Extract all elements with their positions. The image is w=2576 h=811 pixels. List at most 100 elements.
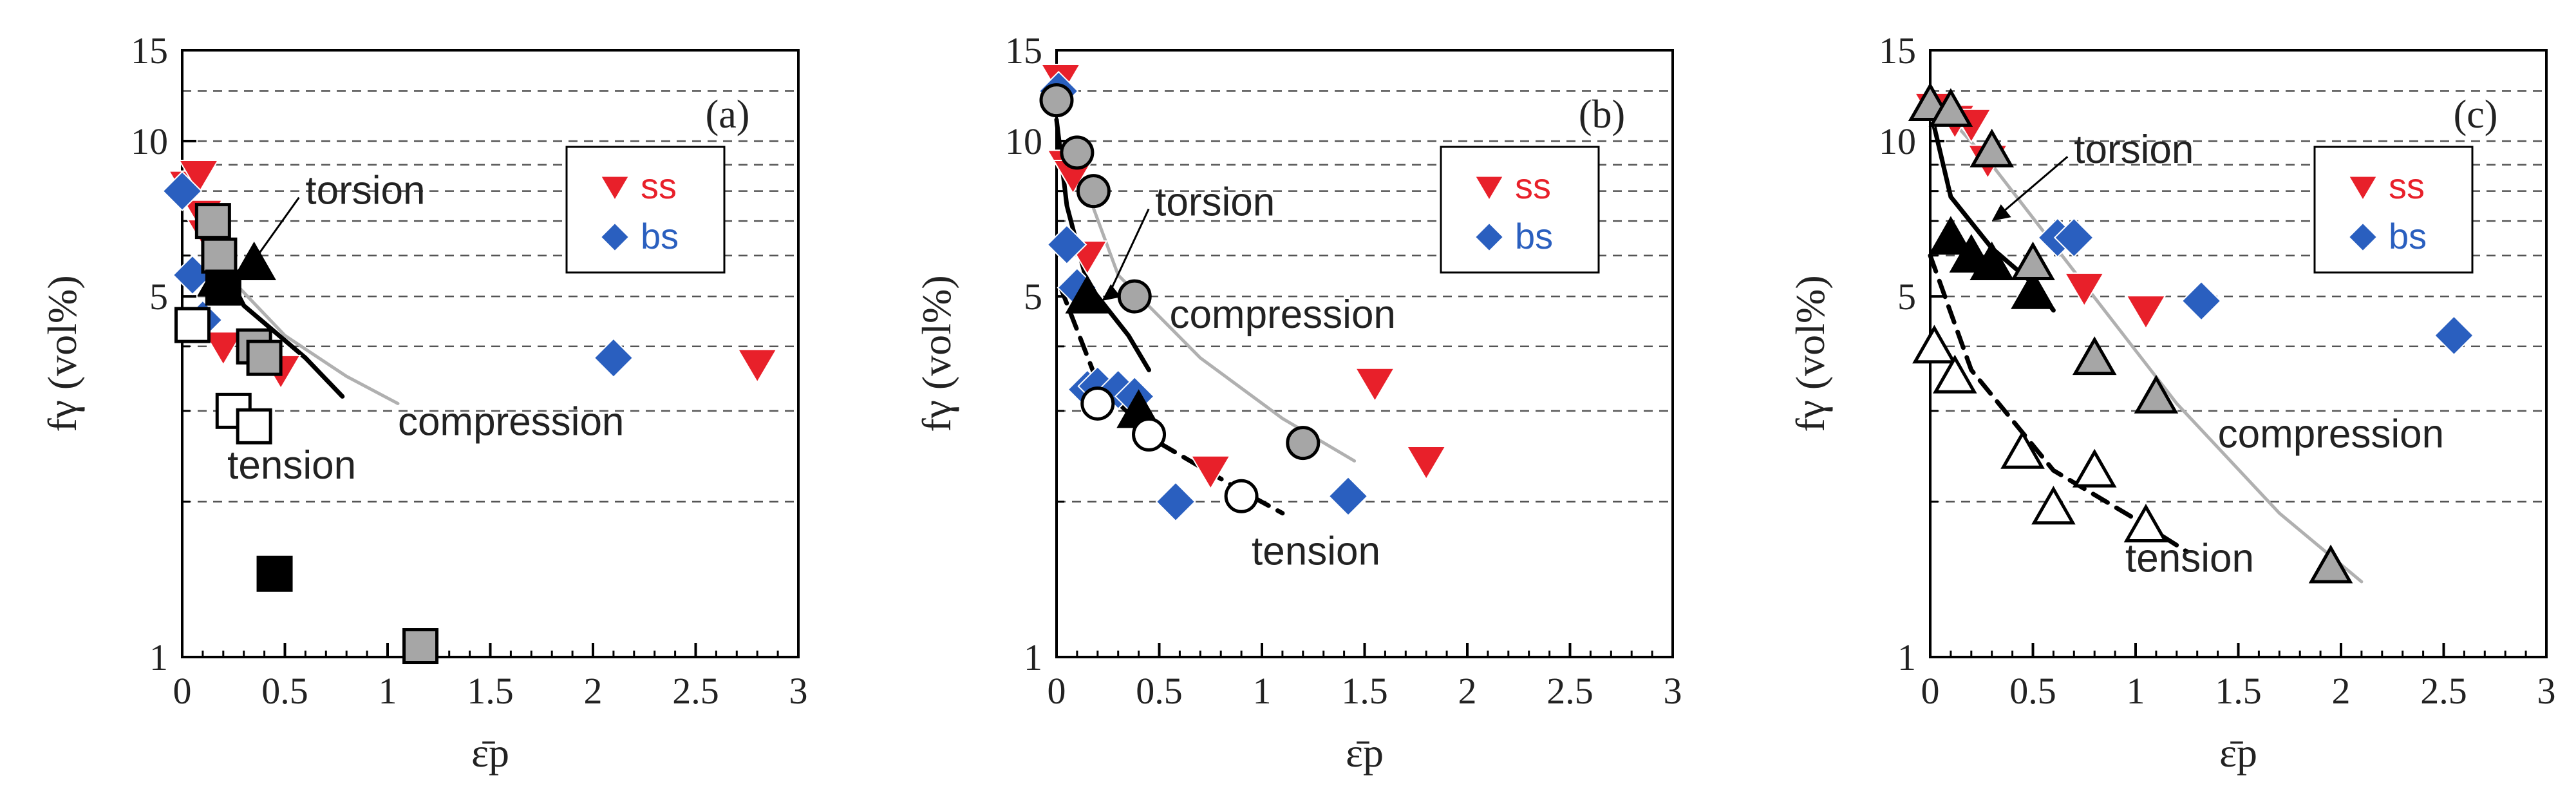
series-compression: [1908, 82, 2353, 584]
legend-marker-ss: [599, 175, 630, 202]
point-black-square: [256, 555, 293, 592]
point-black-square: [205, 269, 241, 306]
legend-label-ss: ss: [641, 166, 677, 206]
annotation-arrow: [1997, 156, 2069, 217]
legend-label-ss: ss: [1515, 166, 1551, 206]
y-tick-label: 5: [1024, 276, 1042, 318]
point-compression: [2011, 241, 2055, 281]
fit-curve-compression: [221, 269, 400, 405]
legend-marker-bs: [2347, 222, 2378, 253]
x-tick-label: 2: [1458, 670, 1477, 712]
annotation-torsion: torsion: [2074, 128, 2194, 172]
series-ss: [1040, 63, 1447, 490]
x-axis-label: ε̄p: [2219, 730, 2257, 776]
legend-label-bs: bs: [641, 216, 679, 256]
x-tick-label: 2: [2332, 670, 2351, 712]
point-compression: [2308, 544, 2353, 584]
y-tick-label: 15: [1879, 30, 1916, 72]
legend-label-ss: ss: [2389, 166, 2425, 206]
point-torsion: [2011, 270, 2055, 309]
point-compression: [1286, 426, 1321, 461]
legend-box: [2313, 146, 2474, 274]
point-bs: [1328, 475, 1369, 517]
x-axis-label: ε̄p: [1346, 730, 1384, 776]
series-tension: [1080, 386, 1259, 513]
series-compression: [194, 203, 439, 665]
point-compression: [1060, 135, 1095, 170]
annotation-arrow: [1107, 208, 1150, 296]
legend-marker-ss: [2347, 175, 2378, 202]
annotation-tension: tension: [227, 443, 356, 488]
y-tick-label: 10: [1005, 120, 1042, 162]
point-compression: [1117, 279, 1152, 314]
legend-label-bs: bs: [1515, 216, 1553, 256]
point-ss: [1406, 445, 1447, 481]
y-tick-label: 15: [1005, 30, 1042, 72]
annotation-tension: tension: [2125, 537, 2254, 581]
arrow-head: [1991, 204, 2011, 222]
point-torsion: [1065, 274, 1110, 314]
x-tick-label: 1: [2127, 670, 2145, 712]
point-compression: [1928, 88, 1973, 127]
point-bs: [2434, 315, 2474, 356]
y-tick-label: 10: [131, 120, 168, 162]
point-tension: [2123, 503, 2168, 543]
point-ss: [178, 160, 220, 195]
y-axis-label: fγ (vol%): [39, 275, 85, 432]
y-tick-label: 5: [1897, 276, 1916, 318]
point-tension: [1224, 479, 1259, 513]
y-tick-label: 1: [1897, 636, 1916, 678]
x-tick-label: 1: [379, 670, 397, 712]
point-tension: [2072, 448, 2117, 488]
x-tick-label: 0: [1048, 670, 1066, 712]
y-tick-label: 15: [131, 30, 168, 72]
series-tension: [1912, 325, 2168, 543]
point-tension: [174, 307, 211, 343]
point-bs: [593, 338, 634, 379]
y-tick-label: 1: [1024, 636, 1042, 678]
point-compression: [1076, 174, 1111, 209]
annotation-compression: compression: [2218, 412, 2444, 456]
point-compression: [246, 339, 283, 376]
legend: ss bs: [565, 146, 726, 274]
legend-marker-bs: [599, 222, 630, 253]
point-bs: [1155, 481, 1196, 522]
arrow-head: [1102, 284, 1122, 301]
y-axis-label: fγ (vol%): [914, 275, 959, 432]
point-compression: [1039, 83, 1074, 118]
point-ss: [2064, 272, 2105, 307]
point-ss: [1190, 455, 1231, 490]
point-torsion: [1928, 216, 1973, 255]
legend-marker-ss: [1474, 175, 1505, 202]
point-bs: [162, 171, 203, 212]
point-compression: [402, 628, 439, 665]
series-bs: [2037, 217, 2474, 356]
point-ss: [1354, 367, 1396, 403]
point-ss: [737, 348, 778, 384]
y-axis-label: fγ (vol%): [1787, 275, 1833, 432]
legend-box: [565, 146, 726, 274]
x-tick-label: 3: [789, 670, 808, 712]
point-compression: [2072, 336, 2117, 376]
x-tick-label: 1.5: [467, 670, 514, 712]
point-bs: [1046, 224, 1087, 265]
x-tick-label: 3: [2537, 670, 2556, 712]
x-tick-label: 0.5: [1136, 670, 1183, 712]
panel-label: (a): [706, 93, 750, 137]
x-tick-label: 1: [1253, 670, 1272, 712]
point-compression: [1970, 128, 2015, 167]
y-tick-label: 1: [149, 636, 168, 678]
x-tick-label: 0.5: [261, 670, 308, 712]
point-tension: [1912, 325, 1957, 364]
point-tension: [2000, 430, 2045, 469]
x-axis-label: ε̄p: [471, 730, 509, 776]
arrow-head: [243, 254, 263, 271]
annotation-torsion: torsion: [305, 169, 425, 213]
annotation-compression: compression: [398, 400, 624, 444]
x-tick-label: 2.5: [672, 670, 719, 712]
annotation-torsion: torsion: [1155, 180, 1275, 225]
